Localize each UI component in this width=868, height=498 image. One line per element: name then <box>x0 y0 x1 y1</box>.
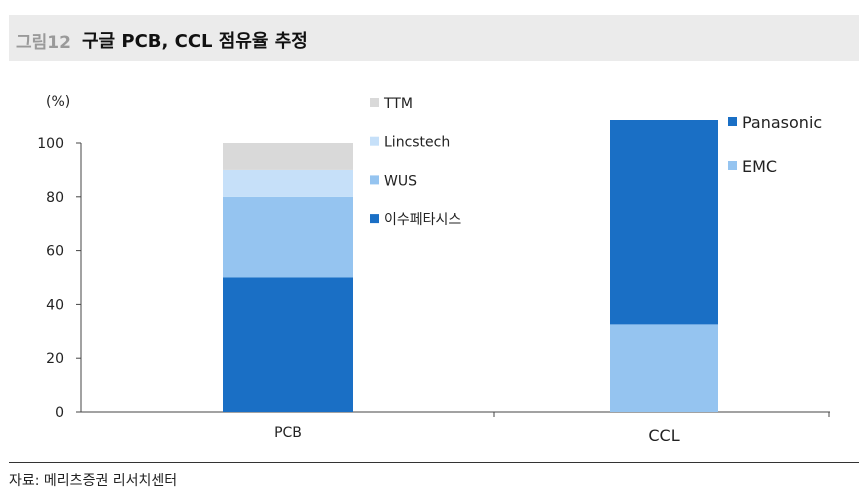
y-tick-label: 80 <box>46 190 64 206</box>
figure-label: 그림12 <box>16 33 71 53</box>
legend-label: 이수페타시스 <box>384 212 461 228</box>
legend-swatch <box>728 117 737 126</box>
x-category-label: PCB <box>274 425 302 441</box>
legend-swatch <box>728 161 737 170</box>
legend-swatch <box>370 175 379 185</box>
y-tick-label: 100 <box>37 136 64 152</box>
y-tick-label: 60 <box>46 244 64 260</box>
legend-label: EMC <box>742 157 777 176</box>
legend-label: Panasonic <box>742 113 822 132</box>
legend-swatch <box>370 136 379 146</box>
figure-title: 구글 PCB, CCL 점유율 추정 <box>82 31 308 52</box>
y-tick-label: 20 <box>46 351 64 367</box>
x-category-label: CCL <box>648 426 679 445</box>
bar-segment <box>610 324 718 412</box>
figure-title-bar: 그림12 구글 PCB, CCL 점유율 추정 <box>9 15 859 61</box>
bar-segment <box>223 143 353 170</box>
legend-swatch <box>370 98 379 107</box>
legend-label: TTM <box>383 96 413 112</box>
legend-swatch <box>370 214 379 224</box>
bar-segment <box>223 169 353 197</box>
bar-segment <box>610 120 718 325</box>
y-tick-label: 40 <box>46 297 64 313</box>
bar-segment <box>223 196 353 278</box>
legend-label: WUS <box>384 173 417 189</box>
y-tick-label: 0 <box>55 405 64 421</box>
y-axis-unit: (%) <box>46 94 70 110</box>
legend-label: Lincstech <box>384 135 450 151</box>
source-divider <box>9 462 859 463</box>
bar-segment <box>223 277 353 412</box>
source-note: 자료: 메리츠증권 리서치센터 <box>9 473 178 489</box>
